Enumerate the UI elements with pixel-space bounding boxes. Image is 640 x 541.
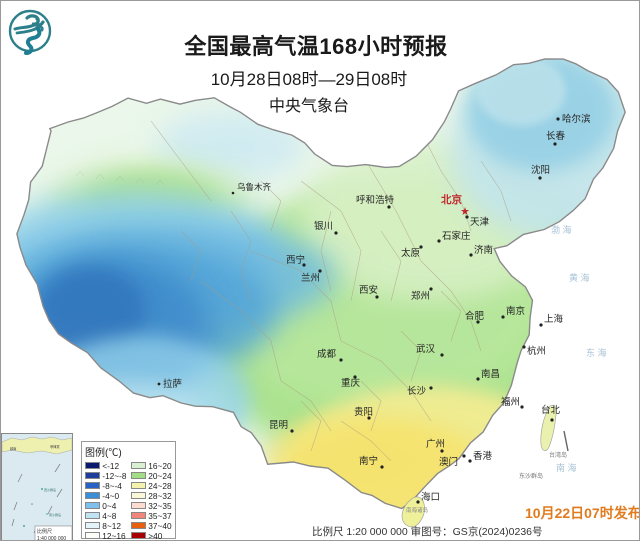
svg-text:北京: 北京 xyxy=(441,193,462,206)
svg-text:西沙群岛: 西沙群岛 xyxy=(44,487,56,492)
svg-text:比例尺 1:20 000 000 审图号：GS京(20: 比例尺 1:20 000 000 审图号：GS京(2024)0236号 xyxy=(312,525,543,538)
svg-text:杭州: 杭州 xyxy=(527,345,546,357)
svg-text:渤 海: 渤 海 xyxy=(551,224,572,235)
svg-text:沈阳: 沈阳 xyxy=(531,164,550,176)
svg-text:郑州: 郑州 xyxy=(411,290,430,302)
svg-text:西安: 西安 xyxy=(359,284,378,296)
svg-text:兰州: 兰州 xyxy=(301,272,320,284)
svg-text:呼和浩特: 呼和浩特 xyxy=(356,194,395,206)
svg-text:香港: 香港 xyxy=(473,450,493,462)
svg-text:比例尺: 比例尺 xyxy=(37,528,52,535)
svg-text:合肥: 合肥 xyxy=(465,310,485,322)
svg-text:澳门: 澳门 xyxy=(439,456,458,468)
svg-text:长春: 长春 xyxy=(546,130,566,142)
svg-text:台湾岛: 台湾岛 xyxy=(549,451,567,459)
svg-text:拉萨: 拉萨 xyxy=(163,378,183,390)
svg-text:南宁: 南宁 xyxy=(359,455,378,467)
svg-text:昆明: 昆明 xyxy=(269,420,288,431)
svg-text:福州: 福州 xyxy=(501,396,520,408)
svg-text:台北: 台北 xyxy=(541,404,561,416)
svg-text:成都: 成都 xyxy=(317,348,337,360)
svg-text:长沙: 长沙 xyxy=(407,385,427,397)
svg-text:越南: 越南 xyxy=(10,446,16,451)
svg-text:重庆: 重庆 xyxy=(341,377,361,389)
svg-text:银川: 银川 xyxy=(314,220,333,232)
svg-text:南海诸岛: 南海诸岛 xyxy=(406,506,429,514)
svg-text:东沙群岛: 东沙群岛 xyxy=(519,472,543,480)
svg-text:南京: 南京 xyxy=(506,305,525,317)
svg-text:太原: 太原 xyxy=(401,247,420,259)
svg-text:南 海: 南 海 xyxy=(556,462,577,473)
svg-text:南昌: 南昌 xyxy=(481,368,500,380)
svg-text:广州: 广州 xyxy=(426,438,445,450)
svg-text:哈尔滨: 哈尔滨 xyxy=(562,113,591,125)
svg-text:南沙群岛: 南沙群岛 xyxy=(49,512,61,517)
svg-text:石家庄: 石家庄 xyxy=(442,230,471,242)
svg-text:中央气象台: 中央气象台 xyxy=(269,97,349,115)
svg-text:10月28日08时—29日08时: 10月28日08时—29日08时 xyxy=(211,70,408,89)
svg-text:贵阳: 贵阳 xyxy=(354,406,373,418)
svg-text:乌鲁木齐: 乌鲁木齐 xyxy=(237,182,272,192)
svg-text:天津: 天津 xyxy=(470,217,490,228)
svg-text:海口: 海口 xyxy=(421,491,440,503)
svg-text:菲律宾: 菲律宾 xyxy=(50,444,60,449)
svg-text:上海: 上海 xyxy=(544,313,564,325)
svg-text:东 海: 东 海 xyxy=(586,347,607,358)
svg-text:济南: 济南 xyxy=(474,244,493,256)
svg-text:全国最高气温168小时预报: 全国最高气温168小时预报 xyxy=(183,34,447,59)
svg-text:10月22日07时发布: 10月22日07时发布 xyxy=(525,505,639,521)
svg-text:西宁: 西宁 xyxy=(286,254,305,266)
svg-text:武汉: 武汉 xyxy=(416,343,436,355)
svg-text:黄 海: 黄 海 xyxy=(569,272,590,283)
svg-text:1:40 000 000: 1:40 000 000 xyxy=(37,536,66,541)
